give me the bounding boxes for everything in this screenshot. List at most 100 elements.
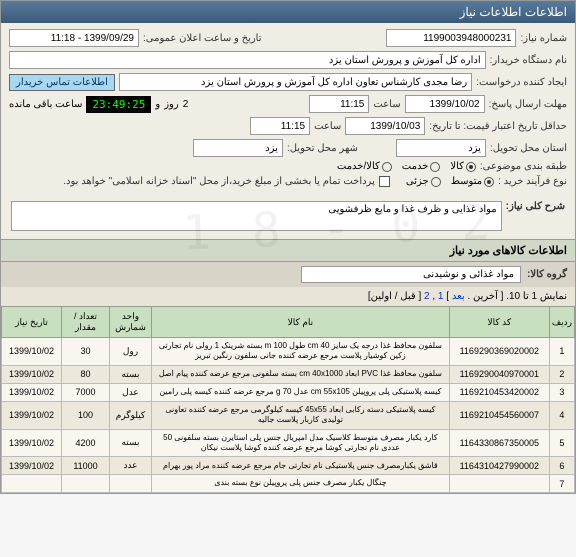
cell-name: کیسه پلاستیکی دسته رکابی ابعاد 45x55 کیس… [152, 401, 450, 429]
cell-code [449, 475, 549, 492]
cell-name: سلفون محافظ غذا PVC ابعاد cm 40x1000 بست… [152, 365, 450, 383]
table-row[interactable]: 11169290369020002سلفون محافظ غذا درجه یک… [2, 338, 575, 366]
table-row[interactable]: 21169290040970001سلفون محافظ غذا PVC ابع… [2, 365, 575, 383]
province-label: استان محل تحویل: [490, 143, 567, 154]
cell-name: کارد یکبار مصرف متوسط کلاسیک مدل امپریال… [152, 429, 450, 457]
process-radio-minor[interactable]: جزئی [406, 176, 441, 187]
cell-code: 1169290369020002 [449, 338, 549, 366]
deadline-label: مهلت ارسال پاسخ: [489, 99, 567, 110]
budget-radio-kala[interactable]: کالا [450, 161, 476, 172]
table-row[interactable]: 51164330867350005کارد یکبار مصرف متوسط ک… [2, 429, 575, 457]
cell-code: 1169210454560007 [449, 401, 549, 429]
cell-code: 1169210453420002 [449, 383, 549, 401]
process-label: نوع فرآیند خرید : [498, 176, 567, 187]
cell-date: 1399/10/02 [2, 383, 62, 401]
min-valid-date: 1399/10/03 [345, 117, 425, 135]
cell-unit: بسته [110, 365, 152, 383]
cell-qty: 30 [62, 338, 110, 366]
cell-idx: 4 [549, 401, 574, 429]
need-no-label: شماره نیاز: [520, 33, 567, 44]
table-row[interactable]: 41169210454560007کیسه پلاستیکی دسته رکاب… [2, 401, 575, 429]
timer: 23:49:25 [86, 96, 151, 113]
buyer-contact-button[interactable]: اطلاعات تماس خریدار [9, 74, 115, 91]
cell-unit [110, 475, 152, 492]
cell-date: 1399/10/02 [2, 429, 62, 457]
cell-idx: 5 [549, 429, 574, 457]
cell-name: کیسه پلاستیکی پلی پروپیلن cm 55x105 عدل … [152, 383, 450, 401]
th-date: تاریخ نیاز [2, 307, 62, 338]
time-label-2: ساعت [314, 121, 341, 132]
cell-unit: عدد [110, 457, 152, 475]
remaining-label: ساعت باقی مانده [9, 99, 82, 110]
table-row[interactable]: 31169210453420002کیسه پلاستیکی پلی پروپی… [2, 383, 575, 401]
creator-field: رضا مجدی کارشناس تعاون اداره کل آموزش و … [119, 73, 472, 91]
cell-unit: عدل [110, 383, 152, 401]
th-name: نام کالا [152, 307, 450, 338]
cell-idx: 1 [549, 338, 574, 366]
time-label-1: ساعت [373, 99, 400, 110]
cell-name: سلفون محافظ غذا درجه یک سایز cm 40 طول m… [152, 338, 450, 366]
cell-date: 1399/10/02 [2, 457, 62, 475]
short-desc-title: شرح کلی نیاز: [506, 201, 565, 212]
th-idx: ردیف [549, 307, 574, 338]
pager-next[interactable]: بعد [452, 291, 465, 302]
budget-radio-both[interactable]: کالا/خدمت [337, 161, 392, 172]
announce-label: تاریخ و ساعت اعلان عمومی: [143, 33, 262, 44]
cell-date: 1399/10/02 [2, 401, 62, 429]
short-desc-field: مواد غذایی و ظرف غذا و مایع ظرفشویی [11, 201, 502, 231]
cell-code: 1169290040970001 [449, 365, 549, 383]
and-label: و [155, 99, 160, 110]
cell-name: قاشق یکبارمصرف جنس پلاستیکی نام تجارتی ج… [152, 457, 450, 475]
form-area: شماره نیاز: 1199003948000231 تاریخ و ساع… [1, 23, 575, 193]
pager-tail: [ قبل / اولین] [368, 291, 421, 302]
table-row[interactable]: 61164310427990002قاشق یکبارمصرف جنس پلاس… [2, 457, 575, 475]
time-remaining: 2 روز و 23:49:25 ساعت باقی مانده [9, 96, 188, 113]
day-label: روز [164, 99, 179, 110]
city-label: شهر محل تحویل: [287, 143, 358, 154]
items-table: ردیف کد کالا نام کالا واحد شمارش تعداد /… [1, 306, 575, 493]
panel-title: اطلاعات اطلاعات نیاز [1, 1, 575, 23]
cell-qty [62, 475, 110, 492]
cell-date: 1399/10/02 [2, 338, 62, 366]
buyer-label: نام دستگاه خریدار: [490, 55, 567, 66]
cell-qty: 80 [62, 365, 110, 383]
cell-idx: 2 [549, 365, 574, 383]
th-code: کد کالا [449, 307, 549, 338]
cell-code: 1164330867350005 [449, 429, 549, 457]
pager-bracket: [ آخرین . [465, 291, 504, 302]
budget-radio-khedmat[interactable]: خدمت [402, 161, 441, 172]
buyer-field: اداره کل آموزش و پرورش استان یزد [9, 51, 486, 69]
need-no-field: 1199003948000231 [386, 29, 516, 47]
cell-unit: رول [110, 338, 152, 366]
city-field: یزد [193, 139, 283, 157]
th-qty: تعداد / مقدار [62, 307, 110, 338]
budget-label: طبقه بندی موضوعی: [480, 161, 567, 172]
table-row[interactable]: 7 چنگال یکبار مصرف جنس پلی پروپیلن نوع بس… [2, 475, 575, 492]
cell-idx: 7 [549, 475, 574, 492]
min-valid-label: حداقل تاریخ اعتبار قیمت: تا تاریخ: [429, 121, 567, 132]
cell-qty: 100 [62, 401, 110, 429]
process-radio-med[interactable]: متوسط [451, 176, 494, 187]
budget-radio-group: کالا خدمت کالا/خدمت [337, 161, 476, 172]
cell-code: 1164310427990002 [449, 457, 549, 475]
pager: نمایش 1 تا 10. [ آخرین . بعد ] 1 , 2 [ ق… [1, 287, 575, 306]
creator-label: ایجاد کننده درخواست: [476, 77, 567, 88]
cell-idx: 6 [549, 457, 574, 475]
treasury-checkbox[interactable] [379, 176, 390, 187]
cell-qty: 4200 [62, 429, 110, 457]
th-unit: واحد شمارش [110, 307, 152, 338]
cell-unit: بسته [110, 429, 152, 457]
cell-unit: کیلوگرم [110, 401, 152, 429]
treasury-note: پرداخت تمام یا بخشی از مبلغ خرید،از محل … [63, 176, 375, 187]
cell-date [2, 475, 62, 492]
province-field: یزد [396, 139, 486, 157]
process-radio-group: متوسط جزئی [406, 176, 494, 187]
announce-field: 1399/09/29 - 11:18 [9, 29, 139, 47]
min-valid-time: 11:15 [250, 117, 310, 135]
cell-date: 1399/10/02 [2, 365, 62, 383]
cell-qty: 7000 [62, 383, 110, 401]
deadline-time: 11:15 [309, 95, 369, 113]
cell-name: چنگال یکبار مصرف جنس پلی پروپیلن نوع بست… [152, 475, 450, 492]
items-section-title: اطلاعات کالاهای مورد نیاز [1, 239, 575, 262]
group-field: مواد غذائی و نوشیدنی [301, 266, 521, 283]
